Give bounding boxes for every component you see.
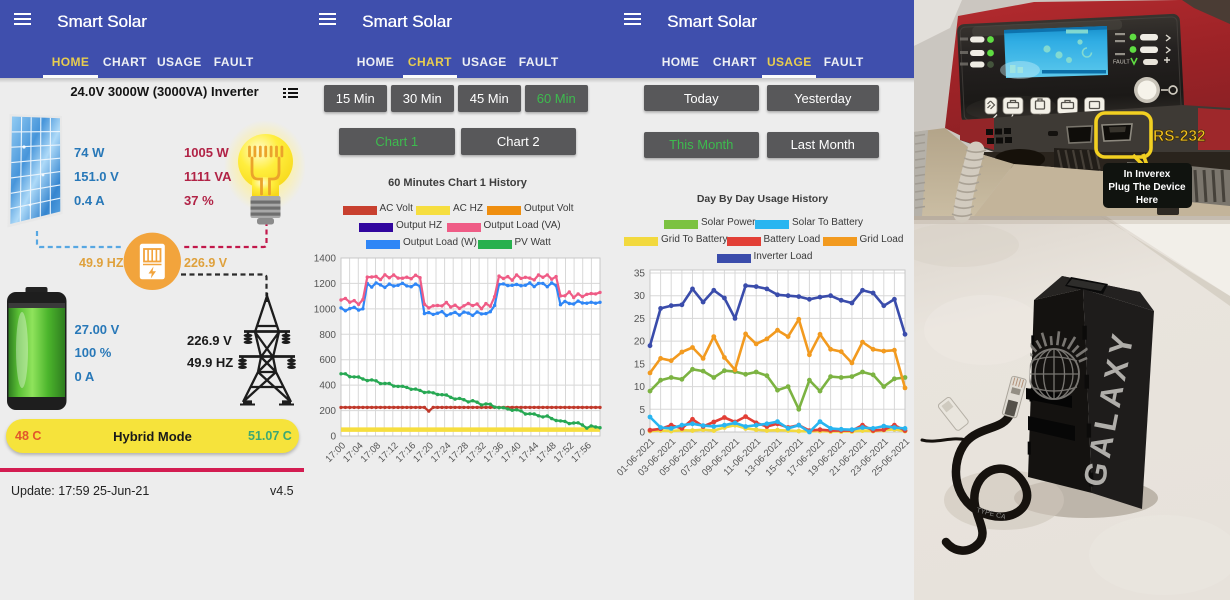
svg-text:0: 0 — [639, 428, 645, 439]
svg-text:Here: Here — [1136, 195, 1159, 206]
svg-text:25: 25 — [634, 314, 646, 325]
svg-text:400: 400 — [319, 381, 336, 392]
svg-text:800: 800 — [319, 330, 336, 341]
svg-text:RS-232: RS-232 — [1153, 128, 1206, 145]
svg-text:20: 20 — [634, 337, 646, 348]
svg-text:200: 200 — [319, 406, 336, 417]
svg-text:35: 35 — [634, 269, 646, 280]
svg-text:In Inverex: In Inverex — [1124, 169, 1171, 180]
svg-text:30: 30 — [634, 291, 646, 302]
svg-text:5: 5 — [639, 405, 645, 416]
svg-text:17:56: 17:56 — [569, 440, 594, 465]
svg-text:600: 600 — [319, 355, 336, 366]
svg-text:FAULT: FAULT — [1113, 60, 1130, 66]
svg-text:0: 0 — [330, 432, 336, 443]
svg-text:Plug The Device: Plug The Device — [1108, 182, 1186, 193]
svg-text:15: 15 — [634, 359, 646, 370]
svg-text:1000: 1000 — [314, 304, 337, 315]
svg-text:10: 10 — [634, 382, 646, 393]
svg-text:1400: 1400 — [314, 254, 337, 265]
svg-text:1200: 1200 — [314, 279, 337, 290]
